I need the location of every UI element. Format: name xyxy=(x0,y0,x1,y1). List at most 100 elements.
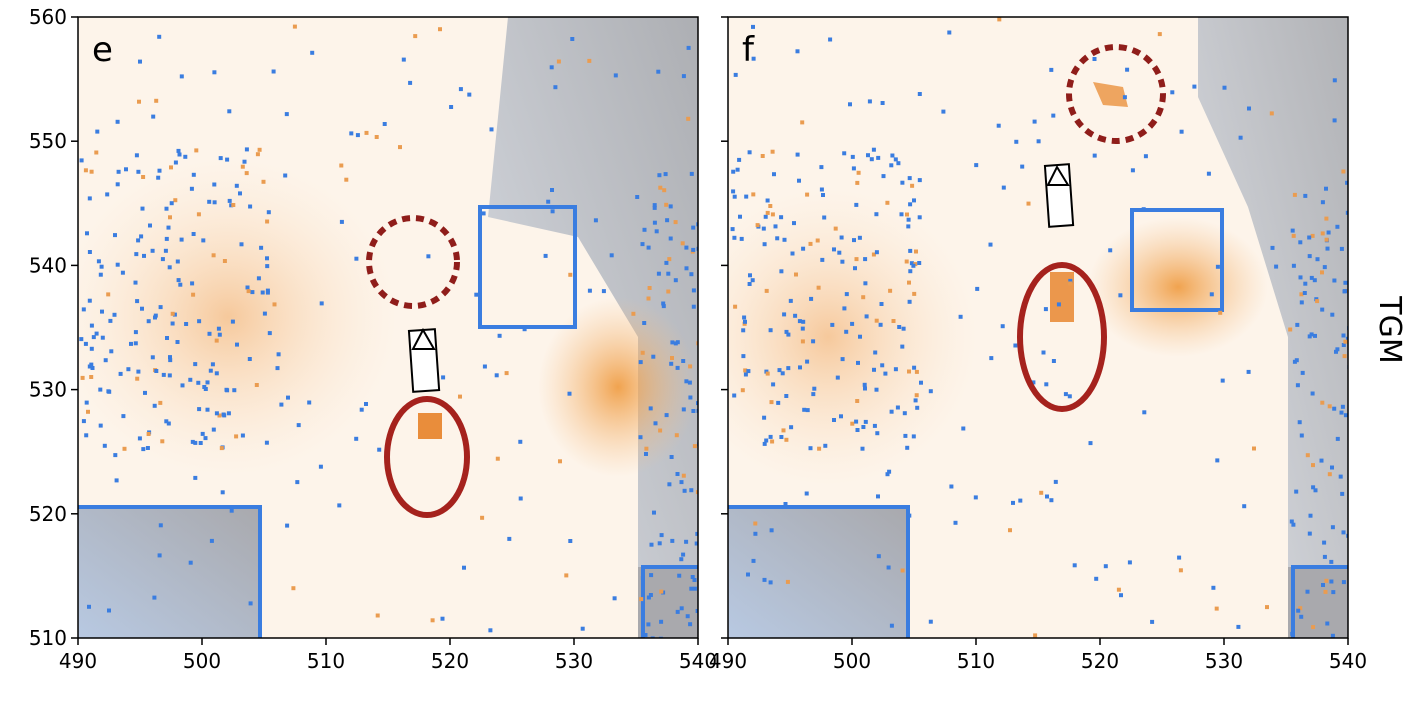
speckle xyxy=(760,154,765,158)
speckle xyxy=(413,34,418,39)
speckle xyxy=(730,227,735,232)
speckle xyxy=(914,393,919,398)
speckle xyxy=(87,604,91,609)
speckle xyxy=(656,271,661,276)
speckle xyxy=(247,357,252,361)
speckle xyxy=(194,148,199,153)
speckle xyxy=(664,413,669,418)
y-tick-label: 540 xyxy=(29,253,67,277)
speckle xyxy=(1327,404,1332,409)
speckle xyxy=(227,198,232,203)
speckle xyxy=(822,215,827,220)
speckle xyxy=(568,539,573,543)
speckle xyxy=(203,387,208,391)
speckle xyxy=(116,169,121,174)
speckle xyxy=(1302,291,1307,295)
speckle xyxy=(851,166,856,171)
x-tick-label: 540 xyxy=(679,649,717,673)
speckle xyxy=(550,188,554,192)
speckle xyxy=(285,523,290,528)
speckle xyxy=(733,72,738,77)
speckle xyxy=(207,331,212,336)
speckle xyxy=(832,418,836,422)
speckle xyxy=(1330,633,1335,638)
speckle xyxy=(872,423,877,428)
speckle xyxy=(489,127,494,132)
speckle xyxy=(601,289,606,294)
speckle xyxy=(909,261,914,266)
speckle xyxy=(1341,530,1346,535)
speckle xyxy=(782,237,787,242)
speckle xyxy=(177,152,182,157)
speckle xyxy=(695,609,698,613)
speckle xyxy=(907,280,911,285)
speckle xyxy=(458,87,463,92)
speckle xyxy=(1299,292,1304,297)
speckle xyxy=(928,619,933,624)
speckle xyxy=(179,237,184,242)
speckle xyxy=(1334,349,1338,354)
speckle xyxy=(974,163,979,168)
speckle xyxy=(674,433,679,438)
speckle xyxy=(1307,334,1312,339)
speckle xyxy=(488,628,493,633)
speckle xyxy=(440,616,445,621)
speckle xyxy=(154,369,159,373)
speckle xyxy=(958,314,963,319)
speckle xyxy=(867,99,872,104)
speckle xyxy=(751,192,756,197)
speckle xyxy=(214,338,219,343)
speckle xyxy=(242,159,247,164)
speckle xyxy=(686,45,691,50)
speckle xyxy=(917,215,922,220)
speckle xyxy=(176,148,181,153)
speckle xyxy=(654,229,659,234)
speckle xyxy=(580,626,585,631)
speckle xyxy=(375,613,380,618)
speckle xyxy=(881,174,886,179)
speckle xyxy=(1341,580,1346,585)
speckle xyxy=(1308,513,1313,518)
speckle xyxy=(855,428,860,432)
speckle xyxy=(797,178,801,183)
speckle xyxy=(644,452,648,456)
speckle xyxy=(158,400,163,405)
speckle xyxy=(203,436,208,441)
speckle xyxy=(211,427,216,432)
speckle xyxy=(218,156,223,161)
speckle xyxy=(755,223,760,228)
speckle xyxy=(762,242,767,247)
speckle xyxy=(474,292,479,297)
speckle xyxy=(507,536,512,541)
speckle xyxy=(677,573,682,578)
panel-e: e 490 500 510 520 530 540 510 520 530 540 550 560 xyxy=(29,5,717,673)
speckle xyxy=(567,391,572,396)
speckle xyxy=(900,568,905,573)
speckle xyxy=(1343,413,1348,418)
speckle xyxy=(1215,264,1220,269)
speckle xyxy=(1311,463,1315,468)
y-tick-label: 560 xyxy=(29,5,67,29)
speckle xyxy=(1325,246,1330,251)
speckle xyxy=(830,322,835,327)
speckle xyxy=(805,408,810,413)
speckle xyxy=(157,168,162,173)
speckle xyxy=(770,212,775,217)
speckle xyxy=(167,373,172,378)
speckle xyxy=(86,409,90,414)
speckle xyxy=(240,433,245,438)
speckle xyxy=(426,254,431,259)
speckle xyxy=(912,198,916,203)
speckle xyxy=(770,149,775,154)
speckle xyxy=(662,188,667,193)
speckle xyxy=(1242,504,1247,509)
speckle xyxy=(137,99,141,104)
speckle xyxy=(121,414,126,419)
speckle xyxy=(1179,129,1184,134)
speckle xyxy=(812,386,817,391)
speckle xyxy=(695,531,698,536)
speckle xyxy=(142,253,146,258)
speckle xyxy=(821,193,825,197)
speckle xyxy=(779,269,784,274)
